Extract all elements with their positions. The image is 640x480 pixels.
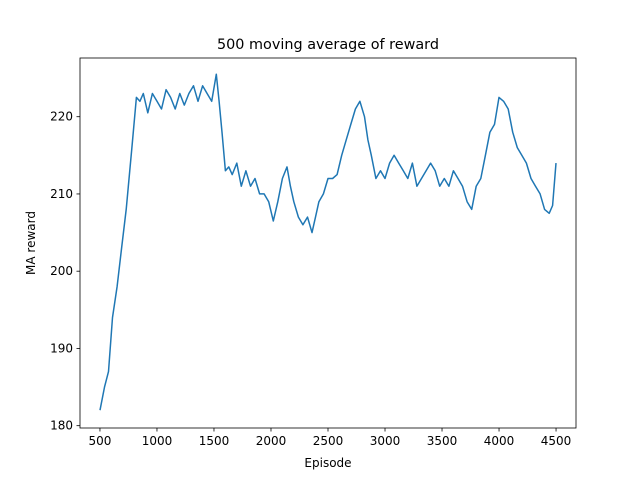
x-tick-label: 1500	[199, 434, 230, 448]
axes-frame	[79, 57, 577, 429]
x-tick-label: 2500	[313, 434, 344, 448]
y-tick-label: 210	[50, 187, 73, 201]
y-tick-label: 190	[50, 341, 73, 355]
chart-title: 500 moving average of reward	[217, 37, 439, 53]
x-tick-label: 4000	[484, 434, 515, 448]
x-tick-label: 3500	[427, 434, 458, 448]
x-axis: 500 1000 1500 2000 2500 3000 3500 4000 4500	[89, 428, 572, 448]
y-axis-label: MA reward	[24, 211, 38, 275]
y-tick-label: 220	[50, 110, 73, 124]
y-tick-label: 200	[50, 264, 73, 278]
series-line	[99, 73, 557, 411]
y-tick-label: 180	[50, 419, 73, 433]
x-tick-label: 2000	[256, 434, 287, 448]
x-tick-label: 3000	[370, 434, 401, 448]
x-tick-label: 500	[89, 434, 112, 448]
x-axis-label: Episode	[304, 456, 351, 470]
x-tick-label: 4500	[541, 434, 572, 448]
y-axis: 180 190 200 210 220	[50, 110, 80, 433]
x-tick-label: 1000	[142, 434, 173, 448]
plot-area	[79, 57, 577, 429]
